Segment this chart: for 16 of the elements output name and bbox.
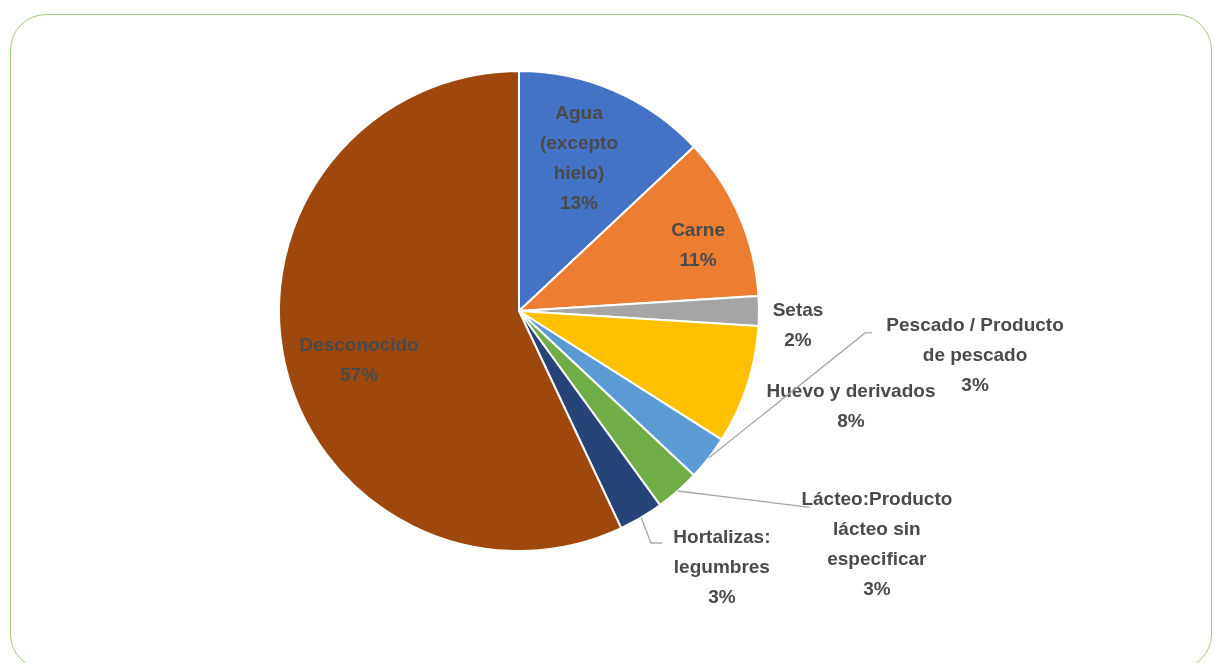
- slice-label: Setas: [772, 299, 824, 321]
- slice-label: Lácteo:Producto lácteo sin especificar: [801, 488, 953, 570]
- data-label: 57%: [340, 363, 379, 385]
- data-label: 8%: [837, 410, 865, 432]
- slice-label: Carne: [671, 219, 725, 241]
- data-label: 2%: [784, 329, 812, 351]
- slice-label: Agua (excepto hielo): [539, 101, 619, 183]
- slice-label: Huevo y derivados: [766, 380, 936, 402]
- slice-label: Pescado / Producto de pescado: [886, 313, 1064, 365]
- slice-label: Hortalizas: legumbres: [673, 525, 771, 577]
- data-label: 13%: [559, 191, 599, 213]
- slice-label: Desconocido: [299, 333, 419, 355]
- data-label: 11%: [679, 249, 717, 271]
- data-label: 3%: [708, 585, 736, 607]
- data-label: 3%: [863, 578, 891, 600]
- data-label: 3%: [961, 373, 989, 395]
